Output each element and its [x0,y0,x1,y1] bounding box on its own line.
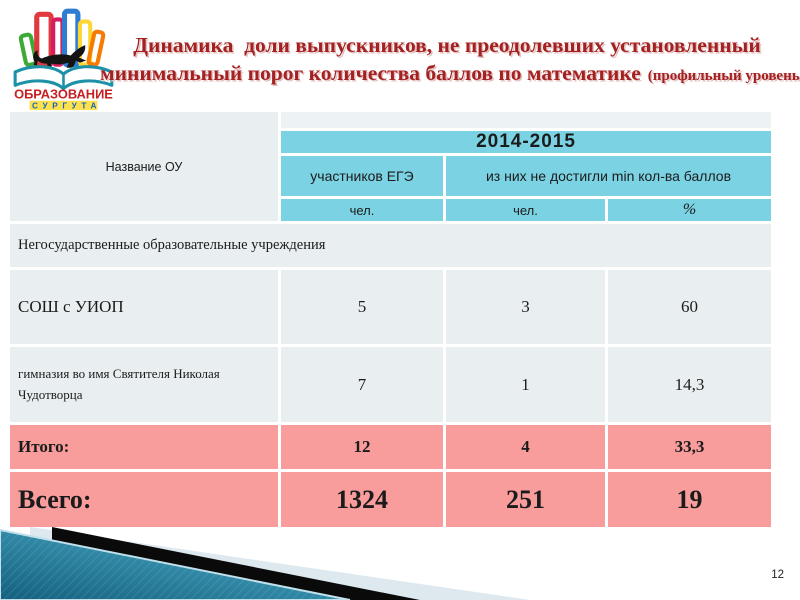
logo-yellow-strip [29,100,98,110]
header-participants: участников ЕГЭ [281,156,443,196]
total-row-not-reached: 4 [446,425,605,469]
header-name-col: Название ОУ [10,112,278,221]
fox-icon [33,45,87,69]
black-wedge-shape [52,527,420,600]
header-unit-not-reached: чел. [446,199,605,221]
page-number: 12 [771,569,784,581]
header-unit-percent: % [608,199,771,221]
open-book-icon [13,65,114,90]
slide-title-line1: Динамика доли выпускников, не преодолевш… [133,33,761,57]
header-year: 2014-2015 [281,131,771,153]
slide-title-line2-text: минимальный порог количества баллов по м… [100,61,641,85]
table-row-name: гимназия во имя Святителя Николая Чудотв… [10,347,278,422]
section-row: Негосударственные образовательные учрежд… [10,224,771,267]
slide-title-suffix: (профильный уровень) [647,68,800,84]
table-row-participants: 7 [281,347,443,422]
total-row-percent: 33,3 [608,425,771,469]
grand-total-not-reached: 251 [446,472,605,527]
total-row-label: Итого: [10,425,278,469]
logo-text-line1: ОБРАЗОВАНИЕ [14,87,113,102]
light-wedge-shape [30,527,530,600]
header-unit-participants: чел. [281,199,443,221]
table-row-percent: 60 [608,270,771,344]
teal-wedge-hatch [0,530,350,600]
header-spacer [281,112,771,128]
table-row-participants: 5 [281,270,443,344]
slide-title-line2: минимальный порог количества баллов по м… [100,59,800,90]
grand-total-participants: 1324 [281,472,443,527]
results-table: Название ОУ 2014-2015 участников ЕГЭ из … [10,112,771,527]
grand-total-percent: 19 [608,472,771,527]
total-row-participants: 12 [281,425,443,469]
table-row-name: СОШ с УИОП [10,270,278,344]
header-not-reached: из них не достигли min кол-ва баллов [446,156,771,196]
table-row-not-reached: 1 [446,347,605,422]
table-row-not-reached: 3 [446,270,605,344]
education-surgut-logo: ОБРАЗОВАНИЕ СУРГУТА [13,8,114,110]
logo-text-line2: СУРГУТА [32,101,101,110]
slide-title: Динамика доли выпускников, не преодолевш… [100,31,800,90]
table-row-percent: 14,3 [608,347,771,422]
teal-wedge-shape [0,528,351,600]
grand-total-label: Всего: [10,472,278,527]
